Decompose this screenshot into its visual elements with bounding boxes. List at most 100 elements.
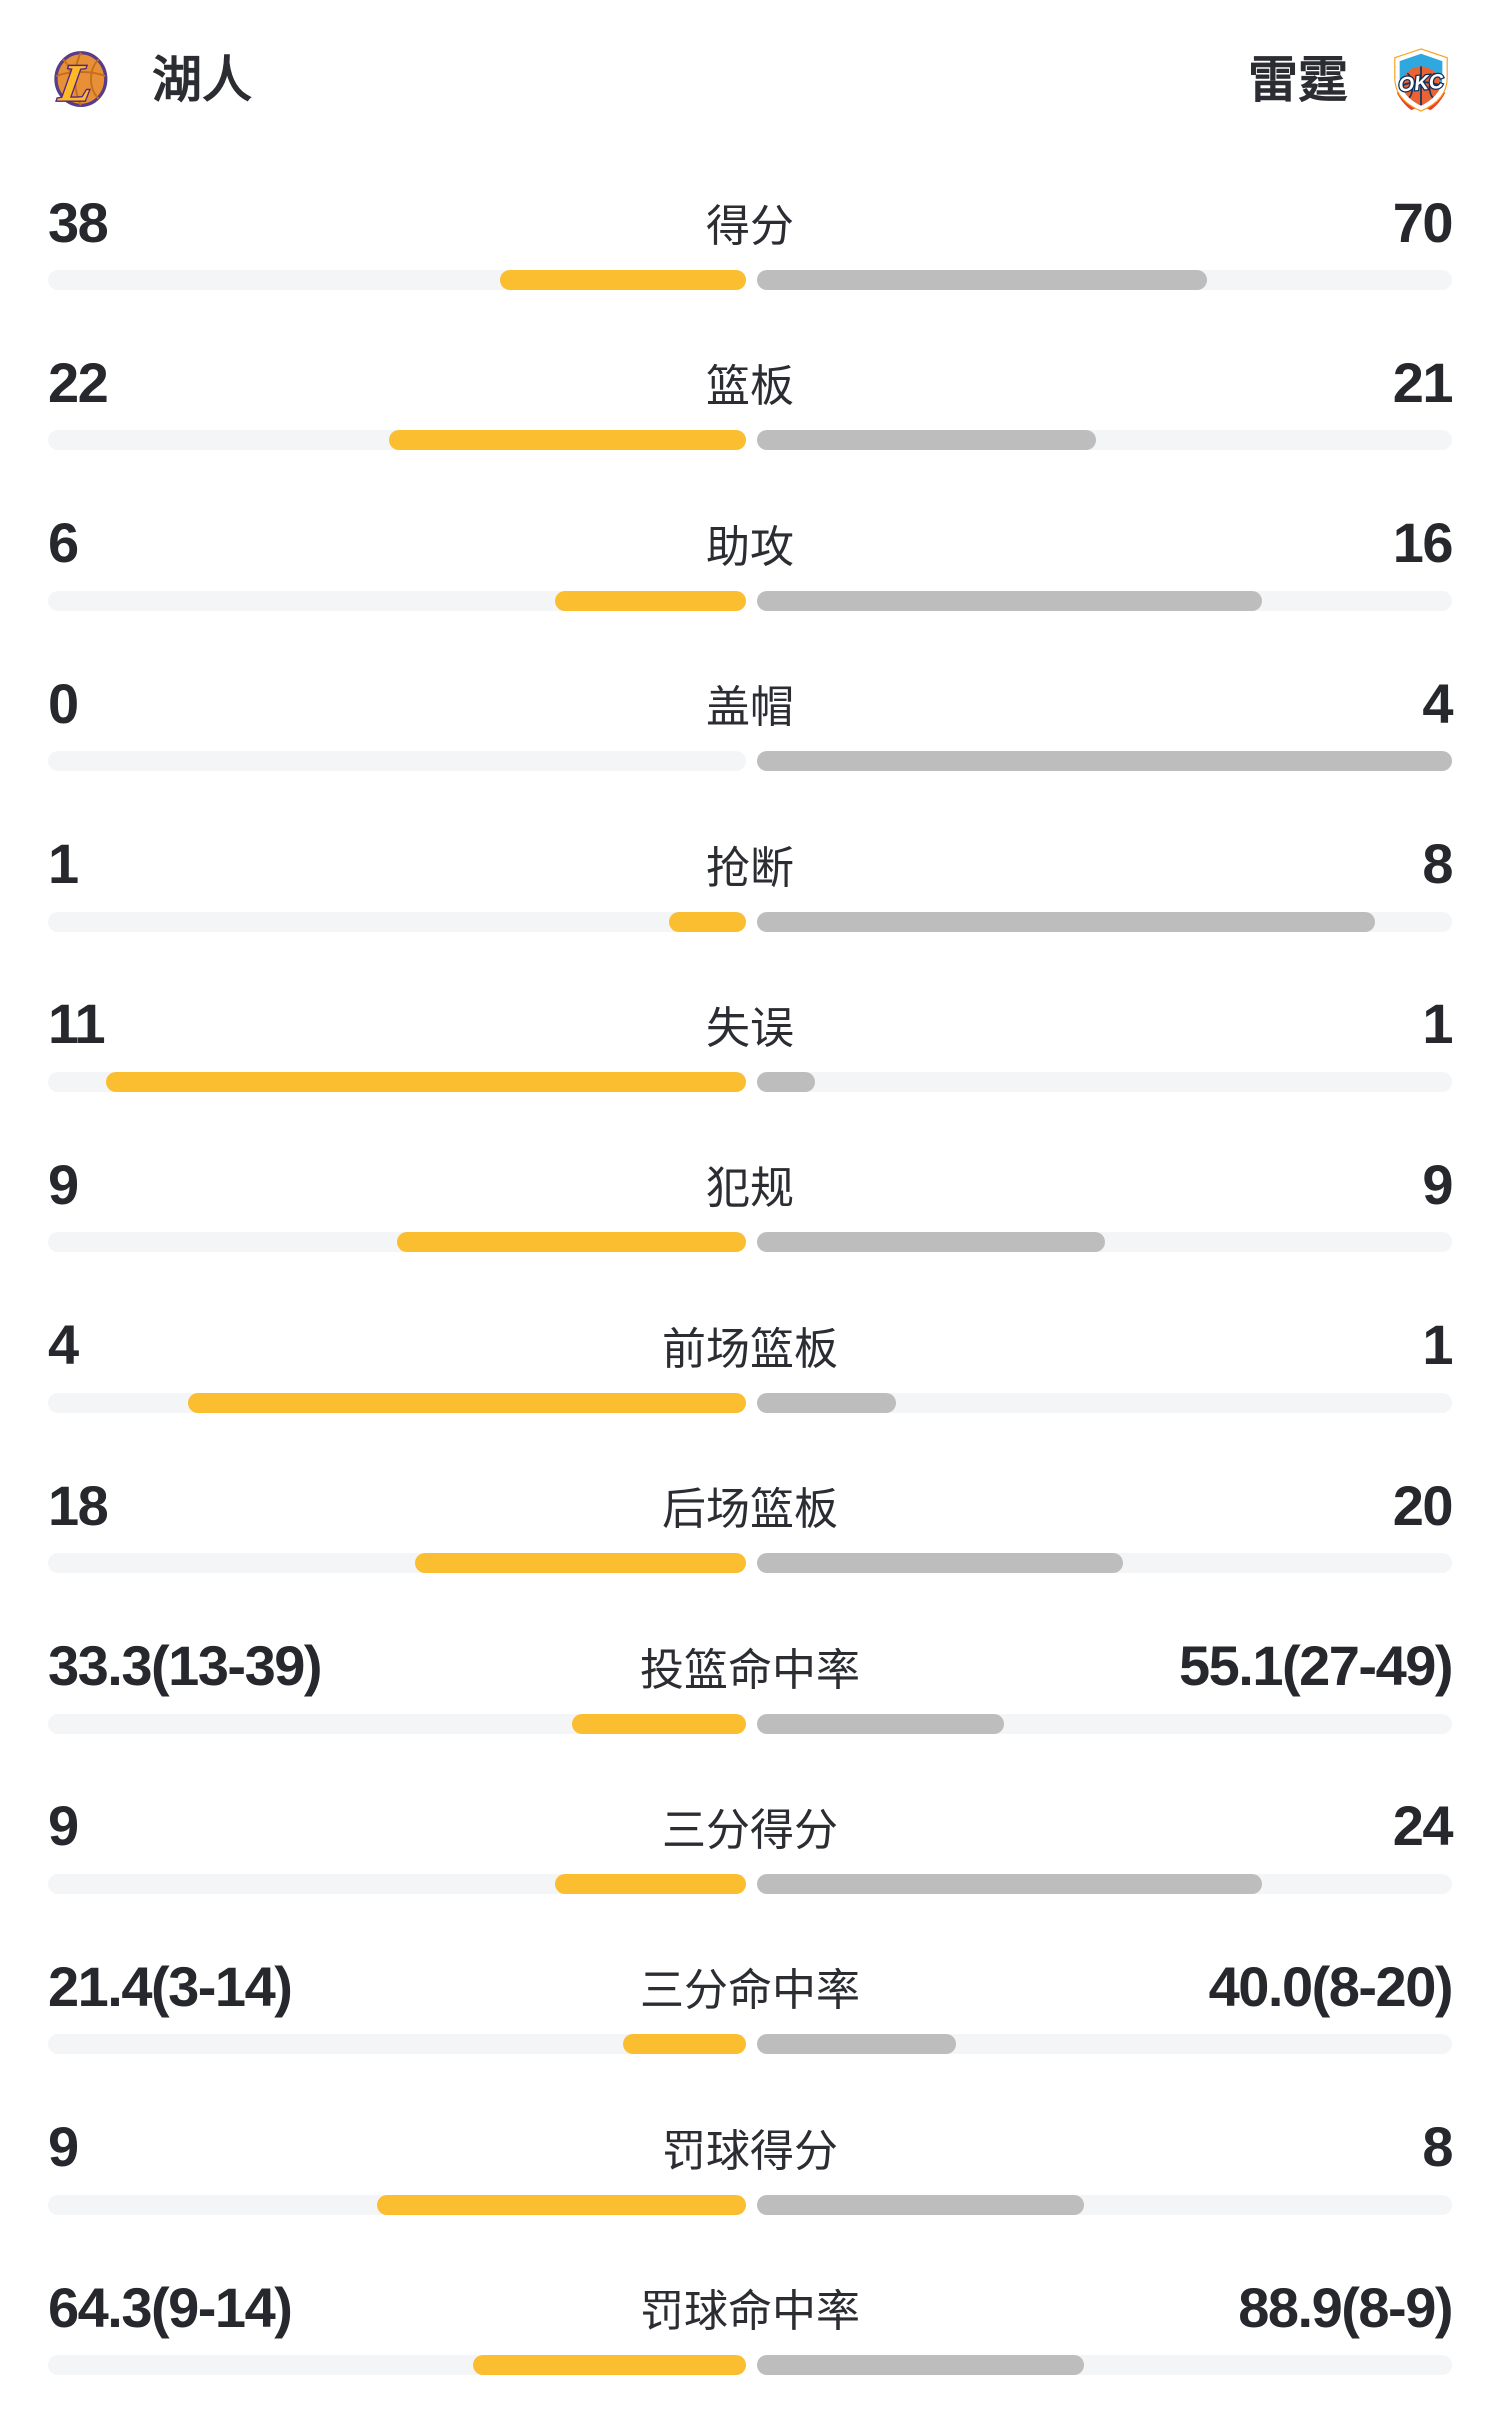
- stat-row: 6 助攻 16: [48, 493, 1454, 653]
- stat-row: 38 得分 70: [48, 172, 1454, 332]
- stat-text-line: 33.3(13-39) 投篮命中率 55.1(27-49): [48, 1634, 1454, 1698]
- stat-label: 罚球命中率: [640, 2287, 860, 2337]
- away-bar-track: [757, 1392, 1452, 1413]
- stat-row: 33.3(13-39) 投篮命中率 55.1(27-49): [48, 1616, 1454, 1776]
- stat-bars: [48, 751, 1452, 772]
- stat-row: 4 前场篮板 1: [48, 1295, 1454, 1455]
- stat-bars: [48, 1713, 1452, 1734]
- home-bar-track: [48, 1392, 746, 1413]
- home-stat-value: 6: [48, 511, 79, 575]
- stat-bars: [48, 2034, 1452, 2055]
- home-bar-track: [48, 911, 746, 932]
- away-bar-fill: [757, 1232, 1105, 1253]
- home-bar-fill: [105, 1071, 746, 1092]
- away-bar-track: [757, 911, 1452, 932]
- home-bar-track: [48, 2034, 746, 2055]
- stat-bars: [48, 1392, 1452, 1413]
- stat-label: 得分: [706, 202, 794, 251]
- stat-row: 9 罚球得分 8: [48, 2097, 1454, 2257]
- stat-label: 三分命中率: [640, 1966, 860, 2016]
- home-bar-fill: [555, 1873, 746, 1894]
- home-bar-fill: [397, 1232, 746, 1253]
- away-bar-fill: [757, 2194, 1085, 2215]
- home-stat-value: 9: [48, 1152, 79, 1216]
- stat-label: 罚球得分: [662, 2126, 838, 2176]
- stat-text-line: 6 助攻 16: [48, 511, 1454, 575]
- away-stat-value: 16: [1392, 511, 1454, 575]
- home-stat-value: 38: [48, 190, 109, 254]
- away-bar-fill: [757, 1392, 896, 1413]
- stat-label: 前场篮板: [662, 1324, 838, 1374]
- home-bar-fill: [500, 270, 746, 290]
- home-bar-track: [48, 1873, 746, 1894]
- stat-bars: [48, 2194, 1452, 2215]
- stat-row: 9 犯规 9: [48, 1134, 1454, 1294]
- away-bar-track: [757, 430, 1452, 451]
- away-stat-value: 21: [1392, 350, 1454, 414]
- home-bar-fill: [187, 1392, 746, 1413]
- away-bar-fill: [757, 590, 1263, 611]
- away-bar-fill: [757, 1553, 1123, 1574]
- home-stat-value: 4: [48, 1313, 79, 1377]
- away-bar-track: [757, 2355, 1452, 2376]
- stat-row: 21.4(3-14) 三分命中率 40.0(8-20): [48, 1936, 1454, 2096]
- stat-label: 投篮命中率: [640, 1645, 860, 1695]
- stat-bars: [48, 1071, 1452, 1092]
- away-stat-value: 1: [1422, 1313, 1453, 1377]
- home-stat-value: 33.3(13-39): [48, 1634, 323, 1698]
- stat-label: 盖帽: [706, 683, 794, 733]
- away-bar-track: [757, 2034, 1452, 2055]
- stat-bars: [48, 270, 1452, 290]
- away-stat-value: 88.9(8-9): [1238, 2275, 1453, 2339]
- stat-label: 抢断: [706, 843, 794, 893]
- home-stat-value: 9: [48, 1794, 79, 1858]
- stat-label: 后场篮板: [662, 1485, 838, 1535]
- home-stat-value: 21.4(3-14): [48, 1954, 293, 2018]
- home-team-name: 湖人: [152, 52, 252, 108]
- stat-label: 篮板: [706, 362, 794, 412]
- home-bar-fill: [555, 590, 746, 611]
- stat-label: 助攻: [706, 522, 794, 572]
- stat-bars: [48, 430, 1452, 451]
- stat-row: 64.3(9-14) 罚球命中率 88.9(8-9): [48, 2257, 1454, 2417]
- okc-logo-icon: OKC: [1394, 48, 1448, 112]
- stat-label: 失误: [706, 1003, 794, 1053]
- home-bar-track: [48, 270, 746, 290]
- away-stat-value: 20: [1392, 1473, 1454, 1537]
- away-bar-track: [757, 2194, 1452, 2215]
- stat-row: 9 三分得分 24: [48, 1776, 1454, 1936]
- stat-text-line: 1 抢断 8: [48, 832, 1454, 896]
- away-bar-fill: [757, 1071, 815, 1092]
- home-bar-fill: [388, 430, 746, 451]
- away-bar-track: [757, 1232, 1452, 1253]
- stat-row: 0 盖帽 4: [48, 653, 1454, 813]
- home-bar-fill: [376, 2194, 746, 2215]
- away-bar-track: [757, 1873, 1452, 1894]
- home-bar-fill: [623, 2034, 746, 2055]
- away-bar-fill: [757, 270, 1208, 290]
- away-bar-fill: [757, 1873, 1263, 1894]
- home-bar-track: [48, 1713, 746, 1734]
- away-bar-fill: [757, 2034, 956, 2055]
- matchup-header: L 湖人 雷霆: [48, 0, 1452, 114]
- home-stat-value: 64.3(9-14): [48, 2275, 293, 2339]
- away-stat-value: 55.1(27-49): [1178, 1634, 1454, 1698]
- stat-bars: [48, 1873, 1452, 1894]
- home-stat-value: 9: [48, 2115, 79, 2179]
- stat-row: 18 后场篮板 20: [48, 1455, 1454, 1615]
- stat-bars: [48, 590, 1452, 611]
- home-bar-fill: [668, 911, 746, 932]
- stat-text-line: 11 失误 1: [48, 992, 1454, 1056]
- stat-row: 22 篮板 21: [48, 332, 1454, 492]
- away-bar-fill: [757, 430, 1097, 451]
- away-stat-value: 1: [1422, 992, 1453, 1056]
- away-bar-track: [757, 751, 1452, 772]
- home-stat-value: 18: [48, 1473, 109, 1537]
- away-team-name: 雷霆: [1248, 52, 1348, 108]
- stat-bars: [48, 2355, 1452, 2376]
- stat-label: 三分得分: [662, 1805, 838, 1855]
- stat-text-line: 18 后场篮板 20: [48, 1473, 1454, 1537]
- stat-text-line: 9 三分得分 24: [48, 1794, 1454, 1858]
- lakers-logo-icon: L: [53, 51, 108, 113]
- home-stat-value: 1: [48, 832, 79, 896]
